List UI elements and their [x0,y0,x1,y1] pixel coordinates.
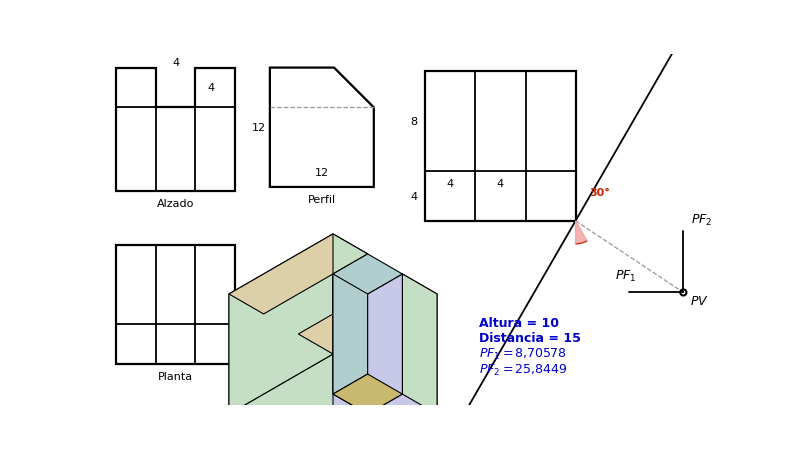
Text: 30°: 30° [590,187,610,197]
Polygon shape [229,234,368,314]
FancyBboxPatch shape [116,245,235,364]
Text: $PF_2$: $PF_2$ [691,212,712,228]
Polygon shape [333,254,368,394]
Text: Planta: Planta [158,372,193,381]
Polygon shape [298,274,437,354]
Wedge shape [575,221,587,244]
Text: 12: 12 [252,123,266,133]
Polygon shape [270,68,374,187]
Polygon shape [333,234,368,374]
Text: Perfil: Perfil [308,195,336,205]
Text: 8: 8 [410,116,418,126]
Text: $PF_1$: $PF_1$ [615,268,636,283]
Text: Altura = 10: Altura = 10 [479,316,559,329]
Text: 4: 4 [172,58,179,68]
Text: $PF_1 = 8{,}70578$: $PF_1 = 8{,}70578$ [479,347,567,362]
Text: Alzado: Alzado [157,199,194,209]
Polygon shape [333,254,402,294]
Text: 4: 4 [497,179,504,189]
Polygon shape [368,274,402,414]
Text: $PV$: $PV$ [690,294,708,307]
Polygon shape [333,294,437,455]
Text: $PF_2 = 25{,}8449$: $PF_2 = 25{,}8449$ [479,362,568,377]
Text: 12: 12 [314,167,329,177]
Text: 4: 4 [410,192,418,202]
Polygon shape [333,274,368,414]
Text: 4: 4 [208,83,215,93]
Polygon shape [402,274,437,414]
Text: Distancia = 15: Distancia = 15 [479,331,581,344]
Polygon shape [229,354,437,455]
Polygon shape [333,374,402,414]
Text: 4: 4 [447,179,454,189]
Polygon shape [116,68,235,192]
Polygon shape [229,234,333,414]
Polygon shape [229,294,333,455]
FancyBboxPatch shape [426,71,575,221]
